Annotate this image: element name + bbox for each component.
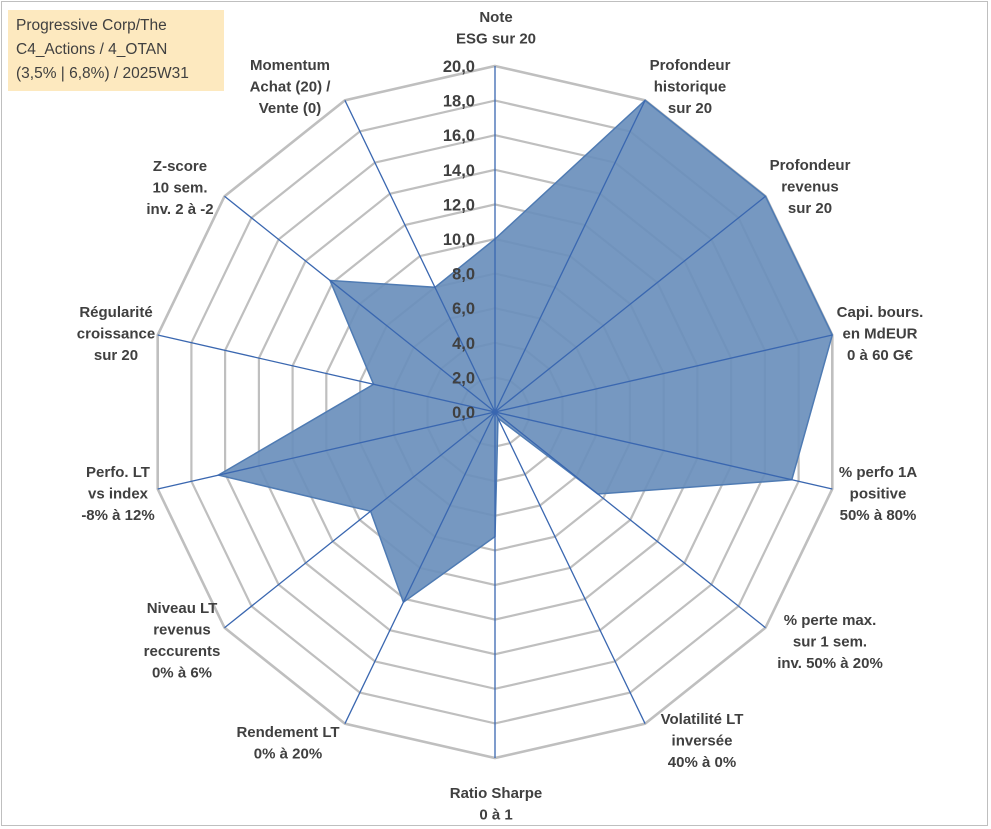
tick-label-1: 2,0 (452, 369, 475, 387)
tick-label-5: 10,0 (443, 231, 475, 249)
spoke-10 (157, 411, 496, 490)
axis-label-12-line-0: Z-score (153, 158, 207, 175)
axis-label-10-line-2: -8% à 12% (81, 507, 154, 524)
axis-label-0: Note ESG sur 20 (456, 9, 536, 48)
tick-label-6: 12,0 (443, 196, 475, 214)
axis-label-7: Ratio Sharpe 0 à 1 (450, 785, 543, 824)
axis-label-1: Profondeur historique sur 20 (650, 57, 731, 117)
tick-label-10: 20,0 (443, 58, 475, 76)
tick-label-7: 14,0 (443, 162, 475, 180)
axis-label-6-line-2: 40% à 0% (668, 754, 736, 771)
axis-label-9-line-0: Niveau LT (147, 600, 218, 617)
axis-label-10-line-1: vs index (88, 486, 149, 503)
chart-title-box: Progressive Corp/The C4_Actions / 4_OTAN… (8, 10, 224, 91)
axis-label-5: % perte max. sur 1 sem. inv. 50% à 20% (777, 612, 883, 672)
radar-axis-labels: Note ESG sur 20 Profondeur historique sur 20… (77, 9, 924, 824)
axis-label-4-line-2: 50% à 80% (840, 507, 917, 524)
axis-label-13: Momentum Achat (20) / Vente (0) (250, 57, 332, 117)
tick-label-0: 0,0 (452, 404, 475, 422)
axis-label-3-line-1: en MdEUR (843, 326, 918, 343)
chart-title-line-2: C4_Actions / 4_OTAN (16, 41, 168, 58)
axis-label-7-line-0: Ratio Sharpe (450, 785, 543, 802)
tick-label-4: 8,0 (452, 266, 475, 284)
tick-label-2: 4,0 (452, 335, 475, 353)
axis-label-1-line-2: sur 20 (668, 100, 712, 117)
axis-label-3-line-0: Capi. bours. (837, 304, 924, 321)
axis-label-9-line-3: 0% à 6% (152, 665, 212, 682)
spoke-1 (494, 100, 646, 413)
axis-label-3: Capi. bours. en MdEUR 0 à 60 G€ (837, 304, 924, 364)
chart-title-line-3: (3,5% | 6,8%) / 2025W31 (16, 65, 189, 82)
tick-label-8: 16,0 (443, 127, 475, 145)
axis-label-10: Perfo. LT vs index -8% à 12% (81, 464, 154, 524)
tick-label-3: 6,0 (452, 300, 475, 318)
axis-label-12: Z-score 10 sem. inv. 2 à -2 (146, 158, 213, 218)
spoke-13 (344, 100, 496, 413)
axis-label-1-line-0: Profondeur (650, 57, 731, 74)
axis-label-8-line-1: 0% à 20% (254, 746, 322, 763)
axis-label-12-line-2: inv. 2 à -2 (146, 201, 213, 218)
axis-label-13-line-0: Momentum (250, 57, 330, 74)
spoke-5 (494, 411, 766, 629)
chart-title-line-1: Progressive Corp/The (16, 17, 167, 34)
axis-label-6-line-1: inversée (672, 733, 733, 750)
spoke-6 (494, 411, 646, 724)
axis-label-2-line-1: revenus (781, 179, 839, 196)
axis-label-8-line-0: Rendement LT (236, 724, 339, 741)
spoke-4 (494, 411, 833, 490)
axis-label-1-line-1: historique (654, 79, 727, 96)
tick-label-9: 18,0 (443, 93, 475, 111)
axis-label-5-line-0: % perte max. (784, 612, 877, 629)
axis-label-9-line-1: revenus (153, 622, 211, 639)
axis-label-11-line-2: sur 20 (94, 347, 138, 364)
spoke-2 (494, 195, 766, 413)
axis-label-11-line-1: croissance (77, 326, 155, 343)
radar-spokes (157, 66, 833, 758)
axis-label-2: Profondeur revenus sur 20 (770, 157, 851, 217)
axis-label-11-line-0: Régularité (79, 304, 152, 321)
axis-label-2-line-0: Profondeur (770, 157, 851, 174)
axis-label-9-line-2: reccurents (144, 643, 221, 660)
axis-label-3-line-2: 0 à 60 G€ (847, 347, 914, 364)
axis-label-10-line-0: Perfo. LT (86, 464, 150, 481)
axis-label-4: % perfo 1A positive 50% à 80% (839, 464, 918, 524)
axis-label-13-line-1: Achat (20) / (250, 79, 332, 96)
spoke-11 (157, 334, 496, 413)
axis-label-6-line-0: Volatilité LT (661, 711, 744, 728)
axis-label-6: Volatilité LT inversée 40% à 0% (661, 711, 744, 771)
radar-tick-labels: 0,0 2,0 4,0 6,0 8,0 10,0 12,0 14,0 16,0 18,0 20,0 (443, 58, 475, 422)
axis-label-0-line-1: ESG sur 20 (456, 31, 536, 48)
spoke-12 (224, 195, 496, 413)
axis-label-4-line-1: positive (850, 486, 907, 503)
axis-label-11: Régularité croissance sur 20 (77, 304, 155, 364)
axis-label-0-line-0: Note (479, 9, 512, 26)
spoke-3 (494, 334, 833, 413)
axis-label-9: Niveau LT revenus reccurents 0% à 6% (144, 600, 221, 682)
axis-label-7-line-1: 0 à 1 (479, 807, 512, 824)
axis-label-4-line-0: % perfo 1A (839, 464, 918, 481)
axis-label-12-line-1: 10 sem. (152, 180, 207, 197)
axis-label-5-line-1: sur 1 sem. (793, 634, 867, 651)
axis-label-2-line-2: sur 20 (788, 200, 832, 217)
axis-label-8: Rendement LT 0% à 20% (236, 724, 339, 763)
spoke-9 (224, 411, 496, 629)
axis-label-13-line-2: Vente (0) (259, 100, 322, 117)
axis-label-5-line-2: inv. 50% à 20% (777, 655, 883, 672)
spoke-8 (344, 411, 496, 724)
